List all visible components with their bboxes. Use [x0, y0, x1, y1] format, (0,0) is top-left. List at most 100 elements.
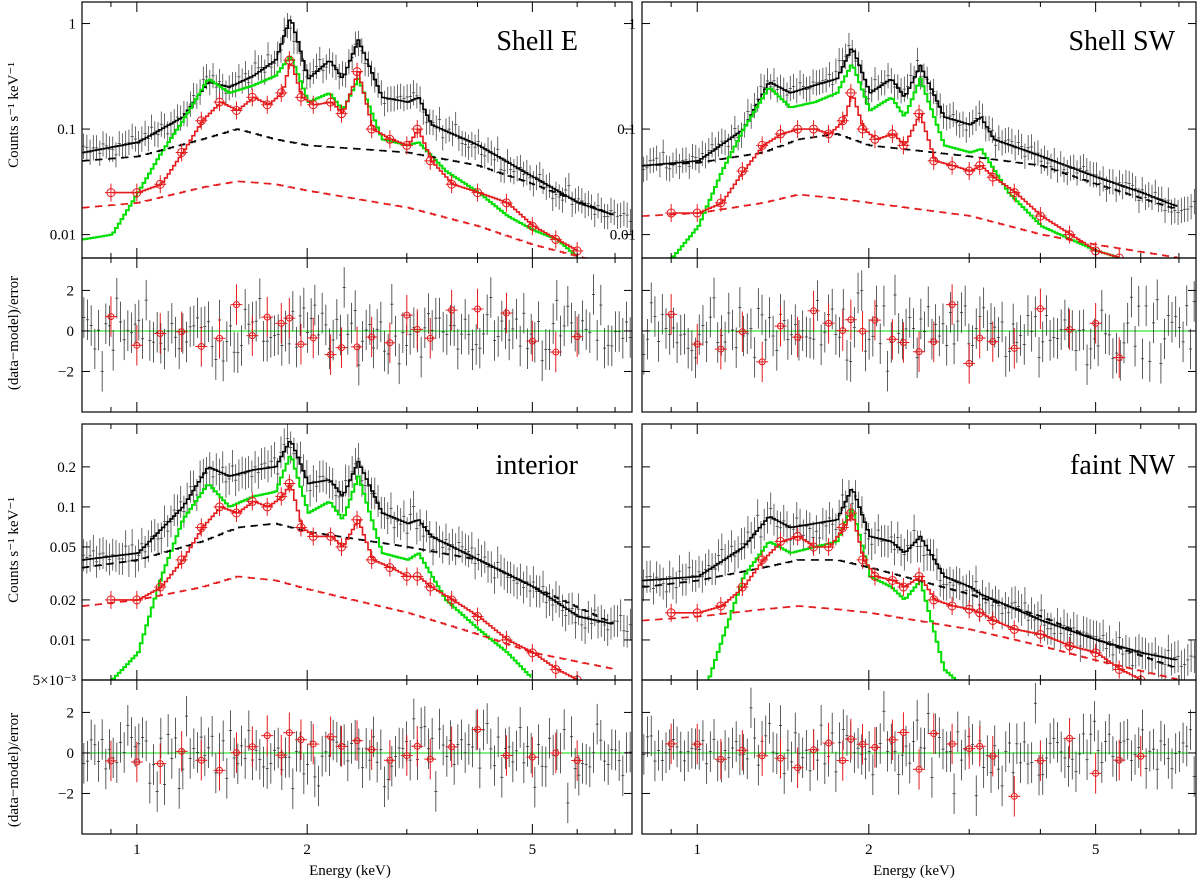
y-tick-label: 0.01 [610, 228, 636, 244]
residual-red-marker [965, 745, 973, 753]
red-data-marker [975, 161, 985, 171]
red-data-marker [887, 129, 897, 139]
series-red-background-dashed- [82, 180, 589, 258]
red-data-marker [284, 478, 294, 488]
panel-1-residual-plot [642, 270, 1196, 392]
residual-red-marker [948, 740, 956, 748]
y-tick-label: 0.05 [50, 540, 76, 556]
panel-3-residual-plot [642, 682, 1196, 817]
red-data-marker [284, 55, 294, 65]
residual-red-marker [794, 333, 802, 341]
red-data-marker [326, 97, 336, 107]
residual-tick-label: −2 [58, 364, 74, 380]
residual-red-marker [413, 325, 421, 333]
residual-red-marker [693, 740, 701, 748]
residual-red-marker [1036, 757, 1044, 765]
red-data-marker [809, 542, 819, 552]
residual-red-marker [717, 345, 725, 353]
red-data-marker [947, 601, 957, 611]
x-tick-label: 5 [529, 842, 537, 858]
residual-red-marker [839, 757, 847, 765]
residual-red-marker [474, 305, 482, 313]
y-tick-label: 0.1 [617, 122, 636, 138]
red-data-marker [551, 234, 561, 244]
residual-red-marker [426, 755, 434, 763]
red-data-marker [215, 97, 225, 107]
panel-0-group: 0.01 0.1 1 −2 0 2 [50, 1, 633, 413]
residual-red-marker [156, 760, 164, 768]
red-data-marker [1114, 253, 1124, 258]
residual-tick-label: 0 [67, 324, 75, 340]
residual-red-marker [216, 766, 224, 774]
residual-red-marker [403, 752, 411, 760]
red-data-marker [412, 124, 422, 134]
red-data-marker [929, 595, 939, 605]
panel-title-shell-e: Shell E [496, 26, 578, 57]
red-data-marker [106, 188, 116, 198]
x-label-right: Energy (keV) [873, 863, 955, 879]
red-data-marker [793, 124, 803, 134]
red-data-marker [757, 555, 767, 565]
panel-2-residual-frame [81, 679, 633, 835]
panel-3-residual-frame [641, 679, 1197, 835]
red-data-marker [824, 129, 834, 139]
residual-red-marker [777, 322, 785, 330]
y-tick-label: 0.2 [57, 460, 76, 476]
residual-red-marker [810, 307, 818, 315]
residual-red-marker [989, 752, 997, 760]
residual-tick-label: 0 [67, 746, 75, 762]
residual-red-marker [930, 730, 938, 738]
residual-red-marker [277, 751, 285, 759]
red-data-marker [276, 88, 286, 98]
residual-red-marker [777, 754, 785, 762]
residual-red-marker [888, 335, 896, 343]
red-data-marker [527, 221, 537, 231]
panel-1-spectrum-plot [642, 32, 1196, 258]
x-tick-label: 5 [1092, 842, 1100, 858]
residual-red-marker [216, 334, 224, 342]
red-data-marker [1065, 641, 1075, 651]
series-red-data [672, 95, 1120, 258]
red-data-marker [824, 542, 834, 552]
residual-red-marker [738, 746, 746, 754]
red-data-marker [262, 502, 272, 512]
red-data-marker [737, 166, 747, 176]
series-red-background-dashed- [642, 605, 1178, 680]
residual-red-marker [309, 334, 317, 342]
red-data-marker [737, 582, 747, 592]
residual-red-marker [717, 755, 725, 763]
series-red-background-dashed- [82, 575, 614, 670]
red-data-marker [1114, 664, 1124, 674]
red-data-marker [352, 515, 362, 525]
red-data-marker [898, 140, 908, 150]
residual-red-marker [825, 739, 833, 747]
red-data-marker [412, 571, 422, 581]
series-background-dashed- [642, 133, 1178, 210]
red-data-marker [870, 134, 880, 144]
panel-1-residual-frame [641, 257, 1197, 413]
residual-red-marker [573, 333, 581, 341]
red-data-marker [337, 542, 347, 552]
red-data-marker [838, 523, 848, 533]
red-data-marker [177, 147, 187, 157]
series-background-dashed- [82, 128, 614, 216]
y-tick-label: 0.02 [50, 593, 76, 609]
residual-red-marker [1010, 792, 1018, 800]
residual-red-marker [232, 301, 240, 309]
red-data-marker [402, 140, 412, 150]
residual-red-marker [178, 747, 186, 755]
panel-title-shell-sw: Shell SW [1068, 26, 1175, 57]
residual-red-marker [1092, 319, 1100, 327]
red-data-marker [666, 608, 676, 618]
red-data-marker [276, 491, 286, 501]
residual-red-marker [859, 740, 867, 748]
red-data-marker [846, 508, 856, 518]
x-tick-label: 2 [303, 842, 311, 858]
residual-red-marker [232, 749, 240, 757]
red-data-marker [367, 555, 377, 565]
residual-red-marker [552, 749, 560, 757]
x-tick-label: 2 [865, 842, 873, 858]
red-data-marker [308, 100, 318, 110]
residual-red-marker [403, 311, 411, 319]
red-data-marker [501, 198, 511, 208]
